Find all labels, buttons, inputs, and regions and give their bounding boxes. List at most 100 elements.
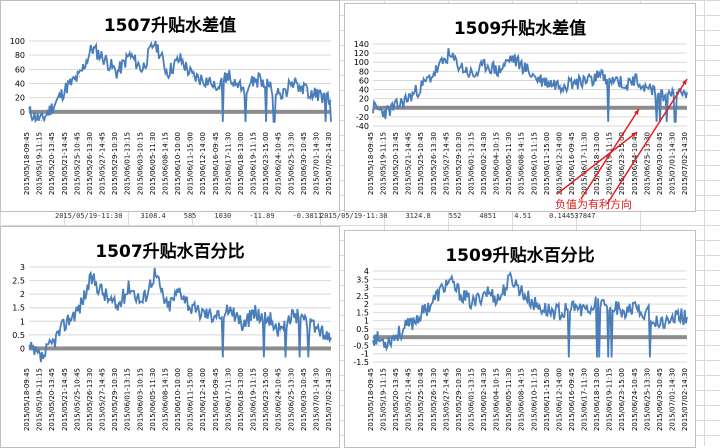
data-point: [410, 95, 412, 97]
x-tick-label: 2015/06/24-10:45: [631, 132, 639, 195]
x-tick-label: 2015/06/30-10:45: [300, 368, 308, 431]
data-point: [53, 339, 55, 341]
chart-1507-diff[interactable]: 1507升贴水差值 0 20 40 60 80 100 2015/05/18-09:45 20…: [0, 0, 340, 212]
data-point: [573, 82, 575, 84]
data-point: [154, 40, 156, 42]
data-point: [586, 79, 588, 81]
data-point: [435, 70, 437, 72]
zero-axis: [373, 105, 687, 110]
data-point: [41, 358, 43, 360]
x-tick-label: 2015/06/25-13:30: [643, 132, 651, 195]
data-point: [372, 107, 374, 109]
data-point: [397, 105, 399, 106]
data-point: [267, 83, 269, 84]
x-tick-label: 2015/06/01-13:15: [124, 368, 132, 431]
zero-axis: [29, 109, 331, 114]
data-point: [255, 79, 256, 81]
data-point: [141, 68, 143, 70]
data-point: [78, 307, 80, 309]
data-point: [129, 54, 131, 56]
data-point: [292, 312, 294, 314]
data-point: [397, 333, 399, 335]
data-point: [385, 111, 387, 113]
x-tick-label: 2015/06/16-09:45: [568, 368, 576, 431]
cell-value: -0.3811: [292, 212, 323, 220]
sheet-gridline: [704, 0, 705, 446]
x-tick-label: 2015/06/02-14:30: [480, 368, 488, 431]
x-tick-label: 2015/06/10-11:15: [530, 132, 538, 195]
chart-1507-pct[interactable]: 1507升贴水百分比 0 0.5 1 1.5 2 2.5 3 2015/05/18-09:45…: [0, 226, 340, 448]
y-tick-label: -40: [356, 122, 369, 131]
data-point: [460, 66, 462, 68]
arrow-head: [634, 109, 639, 115]
data-point: [53, 104, 55, 106]
data-point: [485, 64, 487, 65]
x-tick-label: 2015/06/18-13:00: [237, 132, 245, 195]
data-point: [422, 84, 424, 86]
chart-svg: 0 0.5 1 1.5 2 2.5 3 2015/05/18-09:45 2015/05/19-…: [12, 263, 333, 431]
x-tick-label: 2015/05/21-14:45: [405, 368, 413, 431]
data-row-2: 2015/05/19-11:30 3124.8 552 4851 4.51 0.14453…: [320, 212, 613, 226]
x-tick-label: 2015/05/19-11:15: [36, 368, 44, 431]
x-tick-label: 2015/07/01-14:30: [668, 368, 676, 431]
x-tick-label: 2015/06/23-15:00: [262, 368, 270, 431]
x-tick-label: 2015/06/30-10:45: [300, 132, 308, 195]
x-tick-label: 2015/05/20-13:45: [48, 132, 56, 195]
chart-1509-pct[interactable]: 1509升贴水百分比 -1.5 -1 -0.5 0 0.5 1 1.5 2 2.5 3 3.5 4 20…: [344, 230, 696, 448]
x-tick-label: 2015/05/26-13:30: [86, 132, 94, 195]
data-point: [560, 311, 562, 313]
series-line: [372, 48, 688, 123]
y-tick-label: 100: [10, 37, 25, 46]
data-point: [535, 305, 537, 307]
x-tick-label: 2015/06/11-15:00: [187, 368, 195, 431]
y-tick-label: 3.5: [356, 275, 369, 284]
x-tick-label: 2015/06/19-11:15: [606, 132, 614, 195]
x-tick-label: 2015/05/25-10:45: [73, 132, 81, 195]
data-point: [41, 119, 43, 121]
chart-title: 1507升贴水百分比: [95, 242, 245, 262]
data-point: [280, 97, 282, 99]
zero-axis: [29, 346, 331, 351]
x-tick-label: 2015/06/17-11:30: [224, 132, 232, 195]
annotation-arrows: [556, 78, 688, 205]
x-tick-label: 2015/05/27-14:45: [442, 132, 450, 195]
data-point: [217, 83, 219, 84]
y-tick-label: 60: [359, 76, 369, 85]
x-tick-label: 2015/06/18-13:00: [237, 368, 245, 431]
x-tick-label: 2015/06/04-10:15: [493, 132, 501, 195]
chart-1509-diff[interactable]: 1509升贴水差值 -40 -20 0 20 40 60 80 100 120 140 2015/0…: [344, 3, 696, 212]
data-point: [636, 79, 638, 81]
cell-value: 4.51: [514, 212, 532, 220]
data-point: [330, 337, 332, 339]
x-tick-label: 2015/05/18-09:45: [367, 132, 375, 195]
data-point: [385, 341, 387, 343]
y-tick-label: -20: [356, 113, 369, 122]
y-tick-label: 60: [15, 65, 25, 74]
data-point: [447, 54, 449, 56]
data-point: [267, 315, 269, 317]
y-tick-label: 100: [354, 58, 369, 67]
data-point: [104, 58, 105, 60]
data-point: [648, 313, 650, 315]
x-tick-label: 2015/06/11-15:00: [543, 368, 551, 431]
data-point: [141, 301, 143, 303]
y-tick-label: 3: [20, 263, 25, 272]
x-tick-label: 2015/05/26-13:30: [430, 132, 438, 195]
data-point: [104, 293, 105, 295]
y-tick-label: 2: [20, 290, 25, 299]
data-point: [305, 90, 307, 92]
x-tick-label: 2015/06/23-15:00: [618, 368, 626, 431]
sheet-gridline: [320, 0, 321, 446]
x-tick-label: 2015/07/02-14:30: [325, 368, 333, 431]
arrow-head: [631, 132, 637, 138]
y-tick-label: 140: [354, 40, 369, 49]
chart-title: 1507升贴水差值: [103, 16, 237, 36]
y-tick-label: 0: [20, 344, 25, 353]
y-tick-label: 4: [364, 267, 369, 276]
data-point: [28, 347, 30, 349]
y-tick-label: 1.5: [356, 308, 369, 317]
data-point: [510, 57, 512, 59]
data-point: [292, 79, 294, 81]
sheet-gridline: [0, 0, 720, 1]
